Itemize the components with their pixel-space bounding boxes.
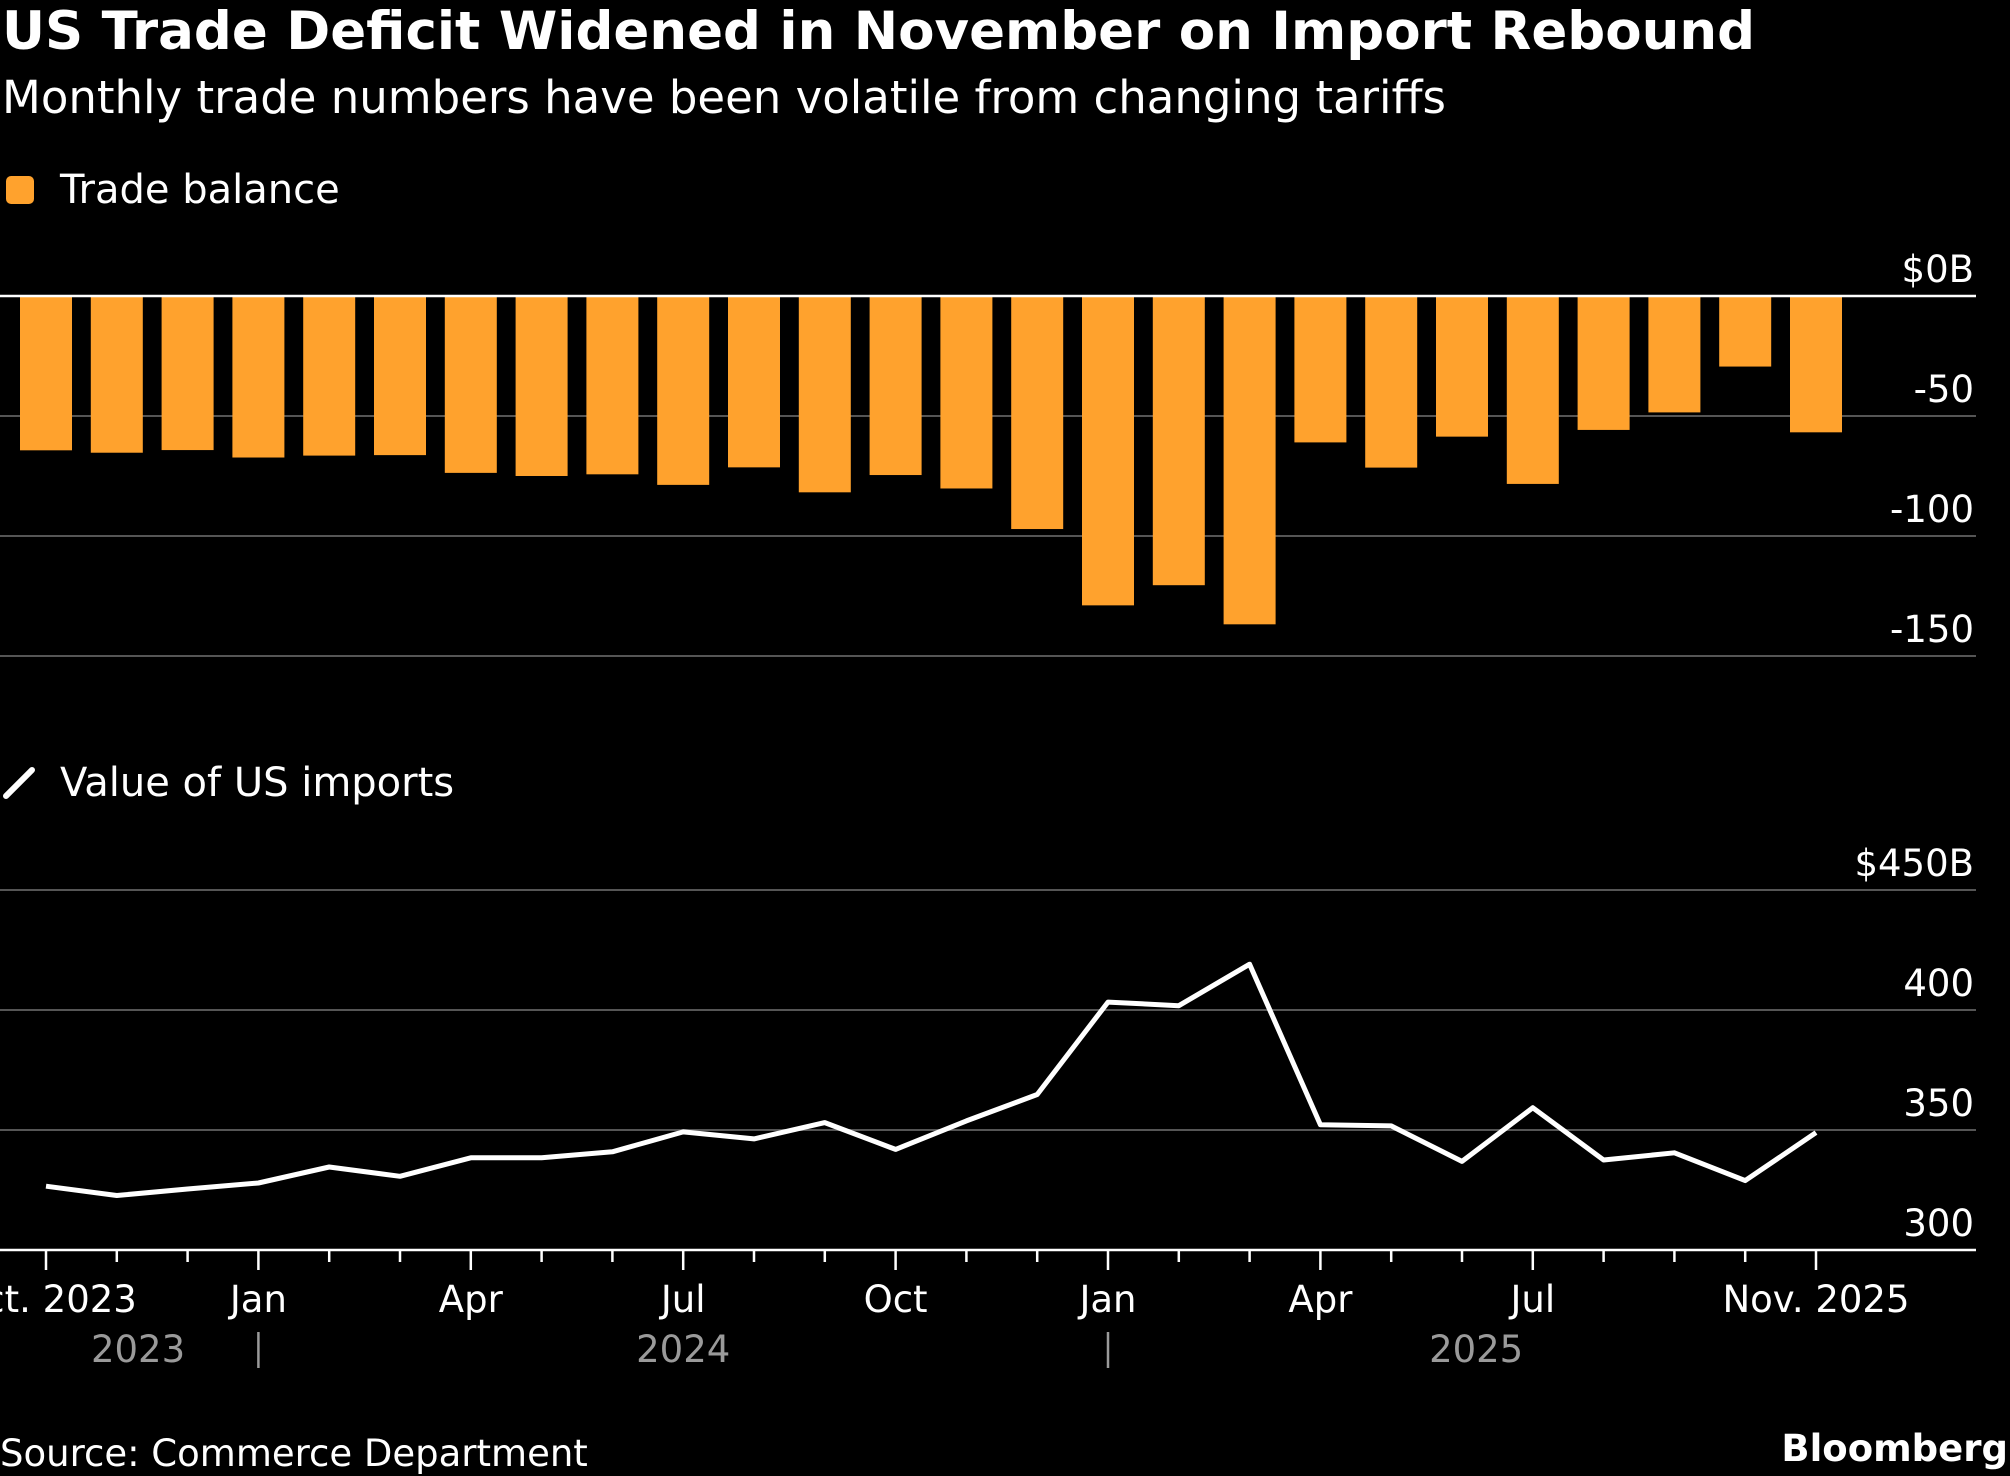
imports-line <box>45 961 1818 1198</box>
trade-balance-bar <box>444 296 497 473</box>
x-axis-labels: Oct. 2023 Jan Apr Jul Oct Jan Apr Jul Nov. 2025 <box>0 1278 1910 1321</box>
trade-balance-bar <box>374 296 426 456</box>
line-y-tick-label: 300 <box>1903 1202 1974 1245</box>
trade-balance-bar <box>232 296 285 458</box>
bar-series <box>20 296 1842 625</box>
trade-balance-bar <box>728 296 780 468</box>
line-gridlines <box>0 889 1976 1131</box>
line-y-tick-label: $450B <box>1854 842 1974 885</box>
x-axis-year-labels: 2023 2024 2025 <box>91 1328 1523 1371</box>
imports-points <box>46 964 1816 1196</box>
year-label: 2023 <box>91 1328 185 1371</box>
x-axis-ticks <box>44 1250 1818 1270</box>
trade-balance-bar <box>303 296 356 456</box>
trade-balance-bar <box>1294 296 1347 443</box>
trade-balance-bar <box>657 296 710 485</box>
trade-balance-bar <box>161 296 214 451</box>
x-tick-label: Apr <box>1288 1278 1353 1321</box>
line-y-tick-labels: $450B 400 350 300 <box>1854 842 1974 1245</box>
year-label: 2024 <box>636 1328 730 1371</box>
trade-balance-bar <box>1719 296 1772 367</box>
x-tick-label: Jul <box>659 1278 706 1321</box>
trade-balance-bar <box>1365 296 1418 468</box>
trade-balance-bar <box>869 296 922 476</box>
trade-balance-bar <box>1790 296 1842 433</box>
bar-y-tick-label: -150 <box>1890 608 1974 651</box>
bar-legend-swatch <box>6 176 34 204</box>
line-legend-swatch <box>3 767 35 799</box>
trade-balance-bar <box>586 296 639 475</box>
line-y-tick-label: 350 <box>1903 1082 1974 1125</box>
trade-balance-bar <box>1506 296 1559 484</box>
trade-balance-bar <box>798 296 851 493</box>
bar-legend-label: Trade balance <box>59 167 340 213</box>
year-label: 2025 <box>1429 1328 1523 1371</box>
bar-y-tick-labels: $0B -50 -100 -150 <box>1890 248 1974 651</box>
trade-balance-bar <box>940 296 993 489</box>
bloomberg-logo: Bloomberg <box>1781 1427 2008 1470</box>
chart-subtitle: Monthly trade numbers have been volatile… <box>2 71 1446 124</box>
trade-balance-bar <box>1577 296 1630 430</box>
bar-y-tick-label: $0B <box>1902 248 1974 291</box>
trade-balance-bar <box>1436 296 1488 437</box>
trade-balance-bar <box>1223 296 1276 625</box>
x-tick-label: Jan <box>1077 1278 1136 1321</box>
line-legend-label: Value of US imports <box>60 760 454 806</box>
x-tick-label: Oct <box>864 1278 928 1321</box>
trade-balance-bar <box>1648 296 1701 413</box>
x-tick-label: Apr <box>439 1278 504 1321</box>
bar-y-tick-label: -100 <box>1890 488 1974 531</box>
source-note: Source: Commerce Department <box>0 1432 588 1475</box>
trade-balance-bar <box>1152 296 1205 586</box>
bar-y-tick-label: -50 <box>1914 368 1974 411</box>
trade-balance-bar <box>1011 296 1064 530</box>
x-tick-label: Jul <box>1508 1278 1555 1321</box>
x-tick-label: Jan <box>228 1278 287 1321</box>
chart-title: US Trade Deficit Widened in November on … <box>2 1 1755 62</box>
line-y-tick-label: 400 <box>1903 962 1974 1005</box>
trade-balance-bar <box>90 296 143 453</box>
x-tick-label: Oct. 2023 <box>0 1278 137 1321</box>
trade-balance-bar <box>515 296 568 476</box>
trade-balance-bar <box>1082 296 1134 606</box>
x-tick-label: Nov. 2025 <box>1722 1278 1909 1321</box>
trade-balance-bar <box>20 296 72 451</box>
